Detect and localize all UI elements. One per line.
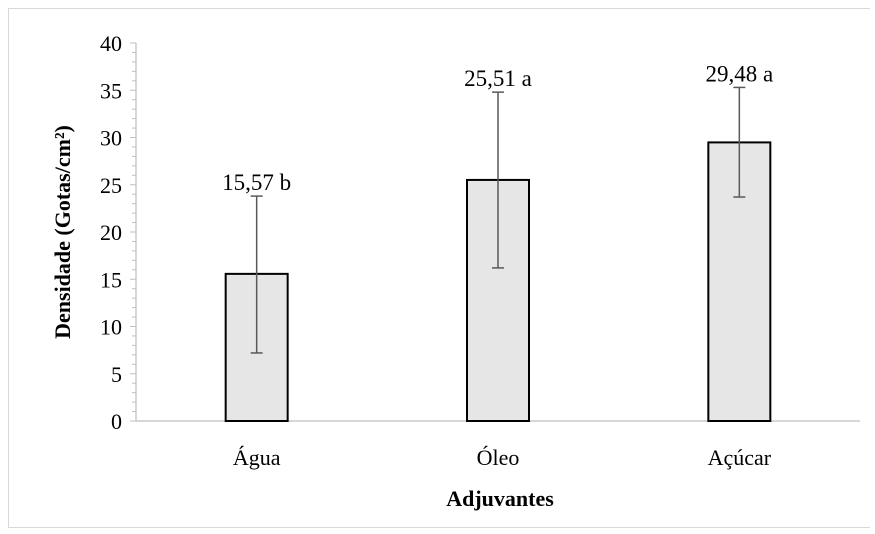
x-tick-label: Água xyxy=(233,445,281,470)
x-tick-label: Óleo xyxy=(477,445,520,470)
x-tick-label: Açúcar xyxy=(708,445,772,470)
y-tick-label: 40 xyxy=(100,31,122,56)
data-label: 15,57 b xyxy=(222,170,291,195)
data-label: 29,48 a xyxy=(705,61,773,86)
y-tick-label: 25 xyxy=(100,173,122,198)
y-tick-label: 15 xyxy=(100,267,122,292)
y-tick-label: 35 xyxy=(100,78,122,103)
bars xyxy=(224,141,772,422)
y-tick-label: 5 xyxy=(111,362,122,387)
x-axis-title: Adjuvantes xyxy=(446,486,554,511)
y-tick-labels: 0 5 10 15 20 25 30 35 40 xyxy=(100,31,122,434)
y-tick-label: 30 xyxy=(100,126,122,151)
error-bars xyxy=(250,86,746,354)
x-tick-labels: Água Óleo Açúcar xyxy=(233,445,772,470)
y-tick-label: 20 xyxy=(100,220,122,245)
data-label: 25,51 a xyxy=(464,66,532,91)
y-axis-title: Densidade (Gotas/cm²) xyxy=(50,125,75,339)
y-tick-label: 10 xyxy=(100,315,122,340)
y-tick-label: 0 xyxy=(111,409,122,434)
data-labels: 15,57 b 25,51 a 29,48 a xyxy=(222,61,773,195)
